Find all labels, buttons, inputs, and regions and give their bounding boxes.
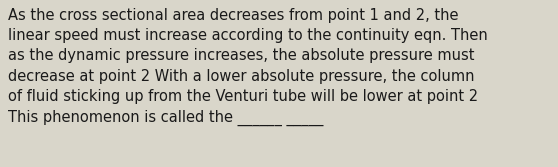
Text: As the cross sectional area decreases from point 1 and 2, the
linear speed must : As the cross sectional area decreases fr… bbox=[8, 8, 488, 126]
